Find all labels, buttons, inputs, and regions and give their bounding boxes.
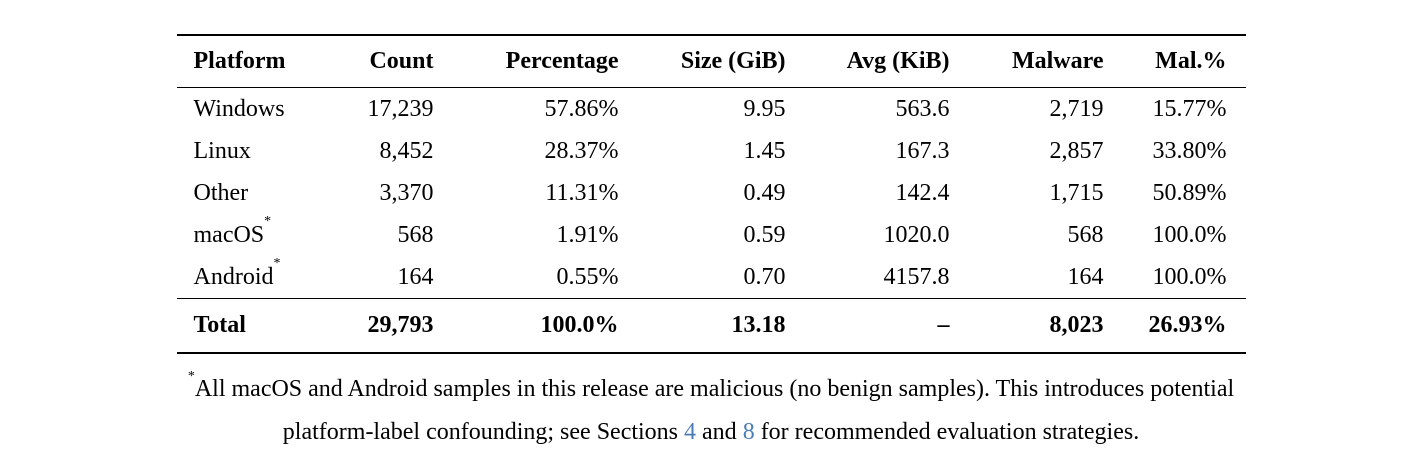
cell-avg-kib: 1020.0 bbox=[883, 221, 950, 248]
table-footnote: *All macOS and Android samples in this r… bbox=[45, 368, 1377, 454]
total-malware: 8,023 bbox=[949, 298, 1104, 353]
cell-mal-pct: 33.80% bbox=[1152, 137, 1227, 164]
total-count: 29,793 bbox=[341, 298, 434, 353]
section-4-link[interactable]: 4 bbox=[684, 419, 697, 445]
cell-platform: Android* bbox=[177, 256, 342, 299]
platform-stats-table: Platform Count Percentage Size (GiB) Avg… bbox=[176, 34, 1246, 354]
cell-malware: 2,857 bbox=[1049, 137, 1104, 164]
cell-size-gib: 0.70 bbox=[743, 263, 786, 290]
cell-avg-kib: 4157.8 bbox=[883, 263, 950, 290]
col-header-avg-kib: Avg (KiB) bbox=[785, 35, 950, 88]
platform-label: Linux bbox=[193, 137, 251, 164]
table-row-other: Other 3,370 11.31% 0.49 142.4 1,715 50.8… bbox=[177, 172, 1246, 214]
cell-size-gib: 0.49 bbox=[743, 179, 786, 206]
footnote-text: All macOS and Android samples in this re… bbox=[194, 376, 1235, 402]
col-header-count: Count bbox=[341, 35, 434, 88]
cell-percentage: 1.91% bbox=[556, 221, 619, 248]
col-header-platform: Platform bbox=[176, 35, 342, 88]
section-8-link[interactable]: 8 bbox=[742, 419, 755, 445]
cell-count: 3,370 bbox=[379, 179, 434, 206]
footnote-line-1: *All macOS and Android samples in this r… bbox=[45, 368, 1377, 411]
cell-percentage: 11.31% bbox=[545, 179, 619, 206]
col-header-percentage: Percentage bbox=[433, 35, 619, 88]
total-row: Total 29,793 100.0% 13.18 – 8,023 26.93% bbox=[176, 298, 1246, 353]
platform-label: macOS bbox=[193, 221, 265, 248]
table-row-android: Android* 164 0.55% 0.70 4157.8 164 100.0… bbox=[177, 256, 1246, 299]
cell-percentage: 0.55% bbox=[556, 263, 619, 290]
footnote-asterisk-marker: * bbox=[273, 255, 281, 271]
cell-size-gib: 0.59 bbox=[743, 221, 786, 248]
footnote-marker: * bbox=[187, 369, 195, 384]
total-mal-pct: 26.93% bbox=[1103, 298, 1246, 353]
col-header-size-gib: Size (GiB) bbox=[618, 35, 786, 88]
table-row-macos: macOS* 568 1.91% 0.59 1020.0 568 100.0% bbox=[177, 214, 1246, 256]
cell-platform: Windows bbox=[177, 88, 342, 131]
footnote-text: platform-label confounding; see Sections bbox=[282, 419, 685, 445]
total-percentage: 100.0% bbox=[433, 298, 619, 353]
col-header-malware: Malware bbox=[949, 35, 1104, 88]
cell-mal-pct: 15.77% bbox=[1152, 95, 1227, 122]
cell-platform: Other bbox=[177, 172, 342, 214]
cell-malware: 568 bbox=[1067, 221, 1104, 248]
footnote-text: and bbox=[696, 419, 743, 445]
footnote-text: for recommended evaluation strategies. bbox=[754, 419, 1140, 445]
header-row: Platform Count Percentage Size (GiB) Avg… bbox=[176, 35, 1246, 88]
platform-label: Windows bbox=[193, 95, 285, 122]
platform-label: Other bbox=[193, 179, 249, 206]
cell-percentage: 28.37% bbox=[544, 137, 619, 164]
cell-avg-kib: 142.4 bbox=[895, 179, 950, 206]
cell-malware: 2,719 bbox=[1049, 95, 1104, 122]
footnote-line-2: platform-label confounding; see Sections… bbox=[45, 411, 1377, 454]
cell-count: 568 bbox=[397, 221, 434, 248]
cell-malware: 164 bbox=[1067, 263, 1104, 290]
table-row-windows: Windows 17,239 57.86% 9.95 563.6 2,719 1… bbox=[177, 88, 1246, 131]
platform-label: Android bbox=[193, 263, 274, 290]
cell-size-gib: 1.45 bbox=[743, 137, 786, 164]
cell-count: 8,452 bbox=[379, 137, 434, 164]
cell-platform: macOS* bbox=[177, 214, 342, 256]
cell-size-gib: 9.95 bbox=[743, 95, 786, 122]
cell-mal-pct: 100.0% bbox=[1152, 263, 1227, 290]
cell-mal-pct: 50.89% bbox=[1152, 179, 1227, 206]
cell-avg-kib: 167.3 bbox=[895, 137, 950, 164]
cell-mal-pct: 100.0% bbox=[1152, 221, 1227, 248]
cell-avg-kib: 563.6 bbox=[895, 95, 950, 122]
footnote-asterisk-marker: * bbox=[264, 213, 272, 229]
cell-percentage: 57.86% bbox=[544, 95, 619, 122]
cell-platform: Linux bbox=[177, 130, 342, 172]
total-size-gib: 13.18 bbox=[618, 298, 786, 353]
cell-malware: 1,715 bbox=[1049, 179, 1104, 206]
total-avg-kib: – bbox=[785, 298, 950, 353]
total-label: Total bbox=[176, 298, 342, 353]
cell-count: 164 bbox=[397, 263, 434, 290]
table-row-linux: Linux 8,452 28.37% 1.45 167.3 2,857 33.8… bbox=[177, 130, 1246, 172]
col-header-mal-pct: Mal.% bbox=[1103, 35, 1246, 88]
cell-count: 17,239 bbox=[367, 95, 434, 122]
